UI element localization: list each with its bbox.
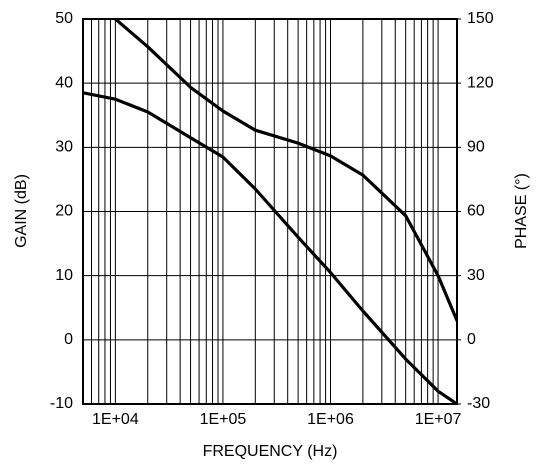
y-tick-label: 0	[64, 331, 73, 348]
y2-tick-label: 120	[467, 74, 494, 91]
y-tick-label: 20	[55, 203, 73, 220]
y-tick-label: 10	[55, 267, 73, 284]
y2-tick-label: 90	[467, 139, 485, 156]
y2-tick-label: 0	[467, 331, 476, 348]
x-tick-label: 1E+06	[307, 411, 354, 428]
y2-axis-label: PHASE (°)	[513, 173, 530, 249]
y-tick-label: 50	[55, 10, 73, 27]
x-axis-label: FREQUENCY (Hz)	[203, 443, 338, 460]
line-series	[113, 19, 457, 323]
line-series	[83, 91, 457, 404]
x-tick-label: 1E+07	[415, 411, 462, 428]
y-tick-label: 40	[55, 74, 73, 91]
y-tick-label: 30	[55, 139, 73, 156]
y2-tick-label: -30	[467, 395, 490, 412]
y2-tick-label: 60	[467, 203, 485, 220]
x-tick-label: 1E+05	[200, 411, 247, 428]
y-tick-label: -10	[50, 395, 73, 412]
x-tick-label: 1E+04	[92, 411, 139, 428]
y-axis-label: GAIN (dB)	[13, 174, 30, 248]
plot-frame	[82, 18, 458, 405]
y2-tick-label: 30	[467, 267, 485, 284]
y2-tick-label: 150	[467, 10, 494, 27]
